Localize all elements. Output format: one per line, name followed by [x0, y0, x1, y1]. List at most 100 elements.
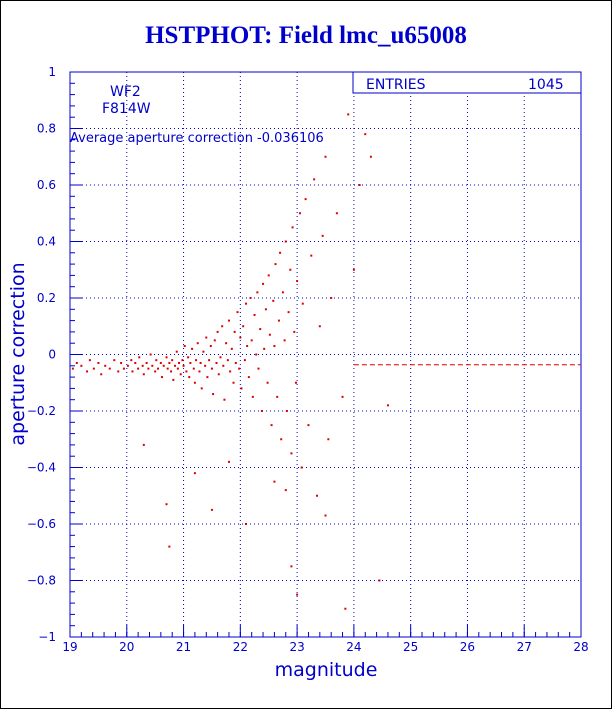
x-tick-label: 22	[233, 640, 248, 654]
data-point	[298, 212, 301, 215]
average-annotation: Average aperture correction -0.036106	[70, 131, 324, 146]
y-tick-label: −0.6	[27, 517, 56, 531]
data-point	[210, 508, 213, 511]
data-point	[256, 291, 259, 294]
data-point	[113, 359, 116, 362]
data-point	[200, 387, 203, 390]
data-point	[287, 311, 290, 314]
data-point	[174, 364, 177, 367]
data-point	[246, 345, 249, 348]
data-point	[293, 330, 296, 333]
data-point	[289, 268, 292, 271]
data-point	[182, 364, 185, 367]
data-point	[227, 460, 230, 463]
data-point	[188, 376, 191, 379]
data-point	[313, 178, 316, 181]
data-point	[223, 398, 226, 401]
data-point	[281, 291, 284, 294]
data-point	[239, 336, 242, 339]
data-point	[283, 339, 286, 342]
data-point	[358, 184, 361, 186]
data-point	[205, 336, 208, 339]
data-point	[92, 367, 95, 370]
data-point	[134, 361, 137, 364]
data-point	[259, 328, 262, 331]
data-point	[285, 410, 288, 412]
data-point	[364, 133, 367, 136]
data-point	[277, 319, 280, 322]
data-point	[215, 361, 218, 364]
data-point	[347, 113, 350, 116]
data-point	[181, 359, 184, 362]
y-tick-label: −0.8	[27, 574, 56, 588]
x-tick-label: 26	[460, 640, 475, 654]
data-point	[187, 356, 190, 359]
data-point	[230, 347, 233, 350]
y-tick-label: 0.4	[37, 235, 56, 249]
data-point	[321, 234, 324, 237]
data-point	[97, 361, 100, 364]
data-point	[273, 480, 276, 483]
data-points	[71, 113, 389, 610]
axis-ticks: 19 20 21 22 23 24 25 26 27 28 −1 −0.8 −0.6 −0.4 −0.2 0 0…	[27, 65, 589, 654]
data-point	[165, 356, 168, 359]
data-point	[296, 280, 299, 283]
data-point	[151, 364, 154, 367]
data-point	[157, 367, 160, 370]
data-point	[236, 311, 239, 314]
data-point	[318, 325, 321, 328]
data-point	[291, 226, 294, 229]
data-point	[247, 376, 250, 379]
data-point	[130, 359, 133, 362]
data-point	[219, 356, 222, 359]
data-point	[324, 514, 327, 517]
data-point	[86, 370, 89, 373]
y-tick-label: 1	[48, 65, 56, 79]
data-point	[274, 263, 277, 266]
data-point	[193, 472, 196, 475]
data-point	[192, 367, 195, 370]
data-point	[147, 367, 150, 370]
entries-value: 1045	[528, 77, 564, 93]
y-tick-label: −0.4	[27, 461, 56, 475]
data-point	[166, 367, 169, 370]
data-point	[327, 438, 330, 441]
data-point	[117, 370, 120, 373]
data-point	[284, 489, 287, 492]
x-tick-label: 20	[119, 640, 134, 654]
data-point	[170, 370, 173, 373]
data-point	[264, 308, 267, 311]
data-point	[245, 523, 248, 525]
data-point	[229, 370, 232, 373]
data-point	[249, 297, 252, 299]
data-point	[257, 367, 260, 370]
data-point	[253, 313, 256, 316]
filter-label: F814W	[102, 101, 151, 117]
data-point	[142, 443, 145, 446]
data-point	[104, 364, 107, 367]
data-point	[335, 212, 338, 215]
data-point	[100, 373, 103, 376]
data-point	[304, 198, 307, 201]
data-point	[208, 359, 211, 362]
data-point	[352, 268, 355, 271]
data-point	[315, 494, 318, 497]
data-point	[369, 155, 372, 158]
x-tick-label: 23	[289, 640, 304, 654]
data-point	[270, 424, 273, 427]
data-point	[272, 299, 275, 302]
data-point	[260, 410, 263, 412]
data-point	[71, 367, 74, 370]
data-point	[75, 361, 78, 364]
chip-label: WF2	[110, 84, 141, 100]
data-point	[137, 367, 140, 370]
y-tick-label: 0.8	[37, 122, 56, 136]
data-point	[226, 359, 229, 362]
data-point	[294, 381, 297, 384]
data-point	[267, 274, 270, 277]
data-point	[162, 364, 165, 367]
data-point	[108, 367, 111, 370]
data-point	[120, 361, 123, 364]
data-point	[240, 387, 243, 390]
